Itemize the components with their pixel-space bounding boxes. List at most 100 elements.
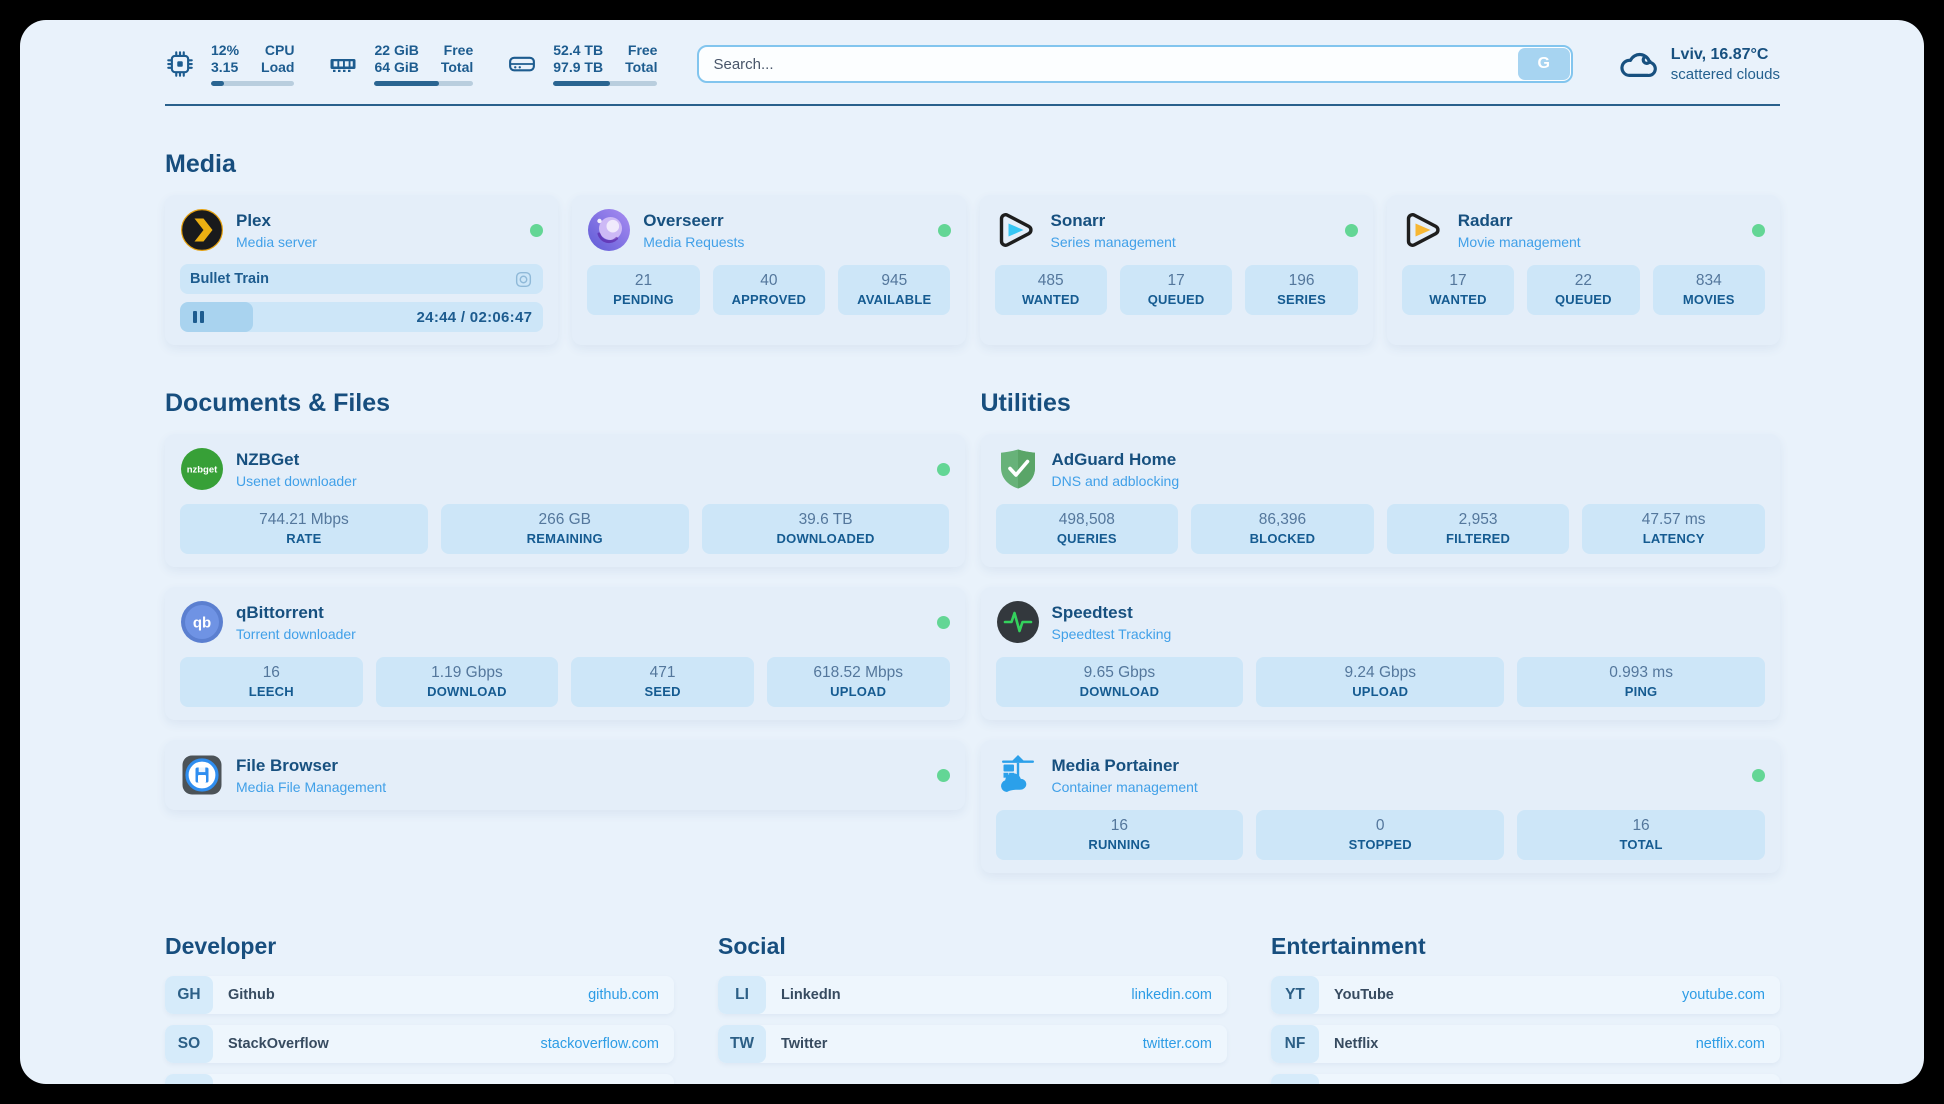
- app-subtitle: DNS and adblocking: [1051, 473, 1180, 489]
- status-dot: [936, 768, 950, 782]
- card-titles: Plex Media server: [236, 210, 317, 250]
- card-titles: File Browser Media File Management: [236, 755, 386, 795]
- stat-label: QUEUED: [1554, 292, 1612, 307]
- card-portainer[interactable]: Media Portainer Container management 16 RUN…: [980, 740, 1780, 873]
- stat-value: 471: [649, 664, 676, 681]
- stat-download: 9.65 Gbps DOWNLOAD: [995, 657, 1244, 707]
- stats-row: 485 WANTED 17 QUEUED 196 SERIES: [994, 265, 1358, 315]
- card-adguard[interactable]: AdGuard Home DNS and adblocking 498,508 QUE…: [980, 434, 1780, 567]
- card-filebrowser[interactable]: File Browser Media File Management: [165, 740, 965, 810]
- bookmark-abbr-tile: DT: [165, 1074, 213, 1084]
- section-documents: Documents & Files nzbget NZBGet Usenet dow…: [165, 345, 965, 873]
- app-name: Sonarr: [1050, 211, 1106, 230]
- card-qbittorrent[interactable]: qb qBittorrent Torrent downloader 16 LEECH 1.…: [165, 587, 965, 720]
- stat-label: SERIES: [1277, 292, 1326, 307]
- system-metric-disk: 52.4 TB 97.9 TB Free Total: [507, 42, 658, 86]
- card-header: Overseerr Media Requests: [587, 208, 951, 252]
- card-header: Plex Media server: [180, 208, 544, 252]
- header-divider: [165, 104, 1780, 106]
- bookmark-name: Netflix: [1334, 1036, 1379, 1052]
- stat-label: RATE: [286, 531, 322, 546]
- stat-downloaded: 39.6 TB DOWNLOADED: [701, 504, 950, 554]
- bookmark-twitter[interactable]: TW Twitter twitter.com: [718, 1025, 1227, 1063]
- pause-icon: [193, 311, 204, 323]
- top-bar: 12% 3.15 CPU Load 22 GiB 64 GiB Free Total 52.4 …: [165, 36, 1780, 92]
- card-titles: Media Portainer Container management: [1052, 755, 1198, 795]
- metric-progress-bar: [211, 81, 295, 86]
- card-titles: Overseerr Media Requests: [643, 210, 744, 250]
- portainer-icon: [996, 753, 1040, 797]
- card-overseerr[interactable]: Overseerr Media Requests 21 PENDING 40 APPROV…: [572, 195, 966, 345]
- section-title-documents: Documents & Files: [165, 389, 391, 417]
- disk-icon: [507, 49, 537, 79]
- app-name: qBittorrent: [236, 603, 324, 622]
- stat-pending: 21 PENDING: [587, 265, 700, 315]
- card-radarr[interactable]: Radarr Movie management 17 WANTED 22 QUEUED 83…: [1386, 195, 1780, 345]
- bookmark-url: twitter.com: [1142, 1036, 1212, 1052]
- section-title-utilities: Utilities: [980, 389, 1071, 417]
- nzbget-icon: nzbget: [180, 447, 224, 491]
- filebrowser-icon: [180, 753, 224, 797]
- bookmark-linkedin[interactable]: LI LinkedIn linkedin.com: [718, 976, 1227, 1014]
- stat-label: BLOCKED: [1249, 531, 1316, 546]
- app-name: Speedtest: [1051, 603, 1133, 622]
- app-name: File Browser: [236, 756, 339, 775]
- app-name: Overseerr: [643, 211, 724, 230]
- bookmark-dev[interactable]: DTDEVdev.to: [165, 1074, 674, 1084]
- bookmark-sections: Developer GH Github github.com SO StackOverfl…: [165, 933, 1780, 1084]
- card-speedtest[interactable]: Speedtest Speedtest Tracking 9.65 Gbps DOWN…: [980, 587, 1780, 720]
- app-name: Plex: [236, 211, 271, 230]
- media-card-row: Plex Media server Bullet Train 24:44 / 02:0…: [165, 195, 1780, 345]
- bookmark-name: LinkedIn: [781, 987, 841, 1003]
- stat-running: 16 RUNNING: [995, 810, 1244, 860]
- svg-text:nzbget: nzbget: [187, 465, 218, 476]
- stat-latency: 47.57 ms LATENCY: [1582, 504, 1765, 554]
- stat-value: 196: [1288, 272, 1315, 289]
- stat-value: 1.19 Gbps: [431, 664, 503, 681]
- bookmark-netflix[interactable]: NF Netflix netflix.com: [1271, 1025, 1780, 1063]
- bookmark-url: stackoverflow.com: [540, 1036, 659, 1052]
- search-input[interactable]: [697, 45, 1573, 83]
- stat-label: QUEUED: [1147, 292, 1205, 307]
- stat-label: STOPPED: [1348, 837, 1412, 852]
- cpu-icon: [165, 49, 195, 79]
- stat-value: 16: [1632, 817, 1650, 834]
- app-name: NZBGet: [236, 450, 300, 469]
- metric-progress-fill: [374, 81, 439, 86]
- bookmark-section-title: Social: [718, 933, 786, 959]
- status-dot: [937, 223, 951, 237]
- bookmark-youtube[interactable]: YT YouTube youtube.com: [1271, 976, 1780, 1014]
- stat-label: DOWNLOAD: [427, 684, 507, 699]
- card-plex[interactable]: Plex Media server Bullet Train 24:44 / 02:0…: [165, 195, 559, 345]
- status-dot: [1752, 223, 1765, 237]
- stat-leech: 16 LEECH: [180, 657, 363, 707]
- bookmark-github[interactable]: GH Github github.com: [165, 976, 674, 1014]
- plex-icon: [180, 208, 224, 252]
- bookmark-url: netflix.com: [1695, 1036, 1765, 1052]
- bookmark-section-social: Social LI LinkedIn linkedin.com TW Twitter twi…: [718, 933, 1227, 1084]
- card-header: qb qBittorrent Torrent downloader: [180, 600, 950, 644]
- system-metrics: 12% 3.15 CPU Load 22 GiB 64 GiB Free Total 52.4 …: [165, 42, 658, 86]
- view-stream-button[interactable]: [514, 270, 533, 289]
- bookmark-url: youtube.com: [1681, 987, 1765, 1003]
- bookmark-abbr-tile: NF: [1271, 1025, 1319, 1063]
- bookmark-stackoverflow[interactable]: SO StackOverflow stackoverflow.com: [165, 1025, 674, 1063]
- stat-ping: 0.993 ms PING: [1517, 657, 1765, 707]
- bookmark-url: linkedin.com: [1131, 987, 1212, 1003]
- stat-value: 22: [1574, 272, 1592, 289]
- stat-wanted: 17 WANTED: [1401, 265, 1515, 315]
- card-titles: NZBGet Usenet downloader: [236, 449, 357, 489]
- metric-labels: Free Total: [440, 42, 474, 76]
- card-sonarr[interactable]: Sonarr Series management 485 WANTED 17 QUEUED…: [979, 195, 1373, 345]
- app-subtitle: Speedtest Tracking: [1051, 626, 1172, 642]
- bookmark-reddit[interactable]: RERedditreddit.com: [1271, 1074, 1780, 1084]
- stat-value: 17: [1449, 272, 1467, 289]
- stat-label: WANTED: [1021, 292, 1080, 307]
- search-engine-button[interactable]: G: [1517, 48, 1570, 80]
- bookmark-abbr-tile: SO: [165, 1025, 213, 1063]
- bookmark-name: StackOverflow: [228, 1036, 329, 1052]
- stat-filtered: 2,953 FILTERED: [1386, 504, 1570, 554]
- card-nzbget[interactable]: nzbget NZBGet Usenet downloader 744.21 Mbps…: [165, 434, 965, 567]
- stat-remaining: 266 GB REMAINING: [440, 504, 689, 554]
- stat-label: LEECH: [248, 684, 294, 699]
